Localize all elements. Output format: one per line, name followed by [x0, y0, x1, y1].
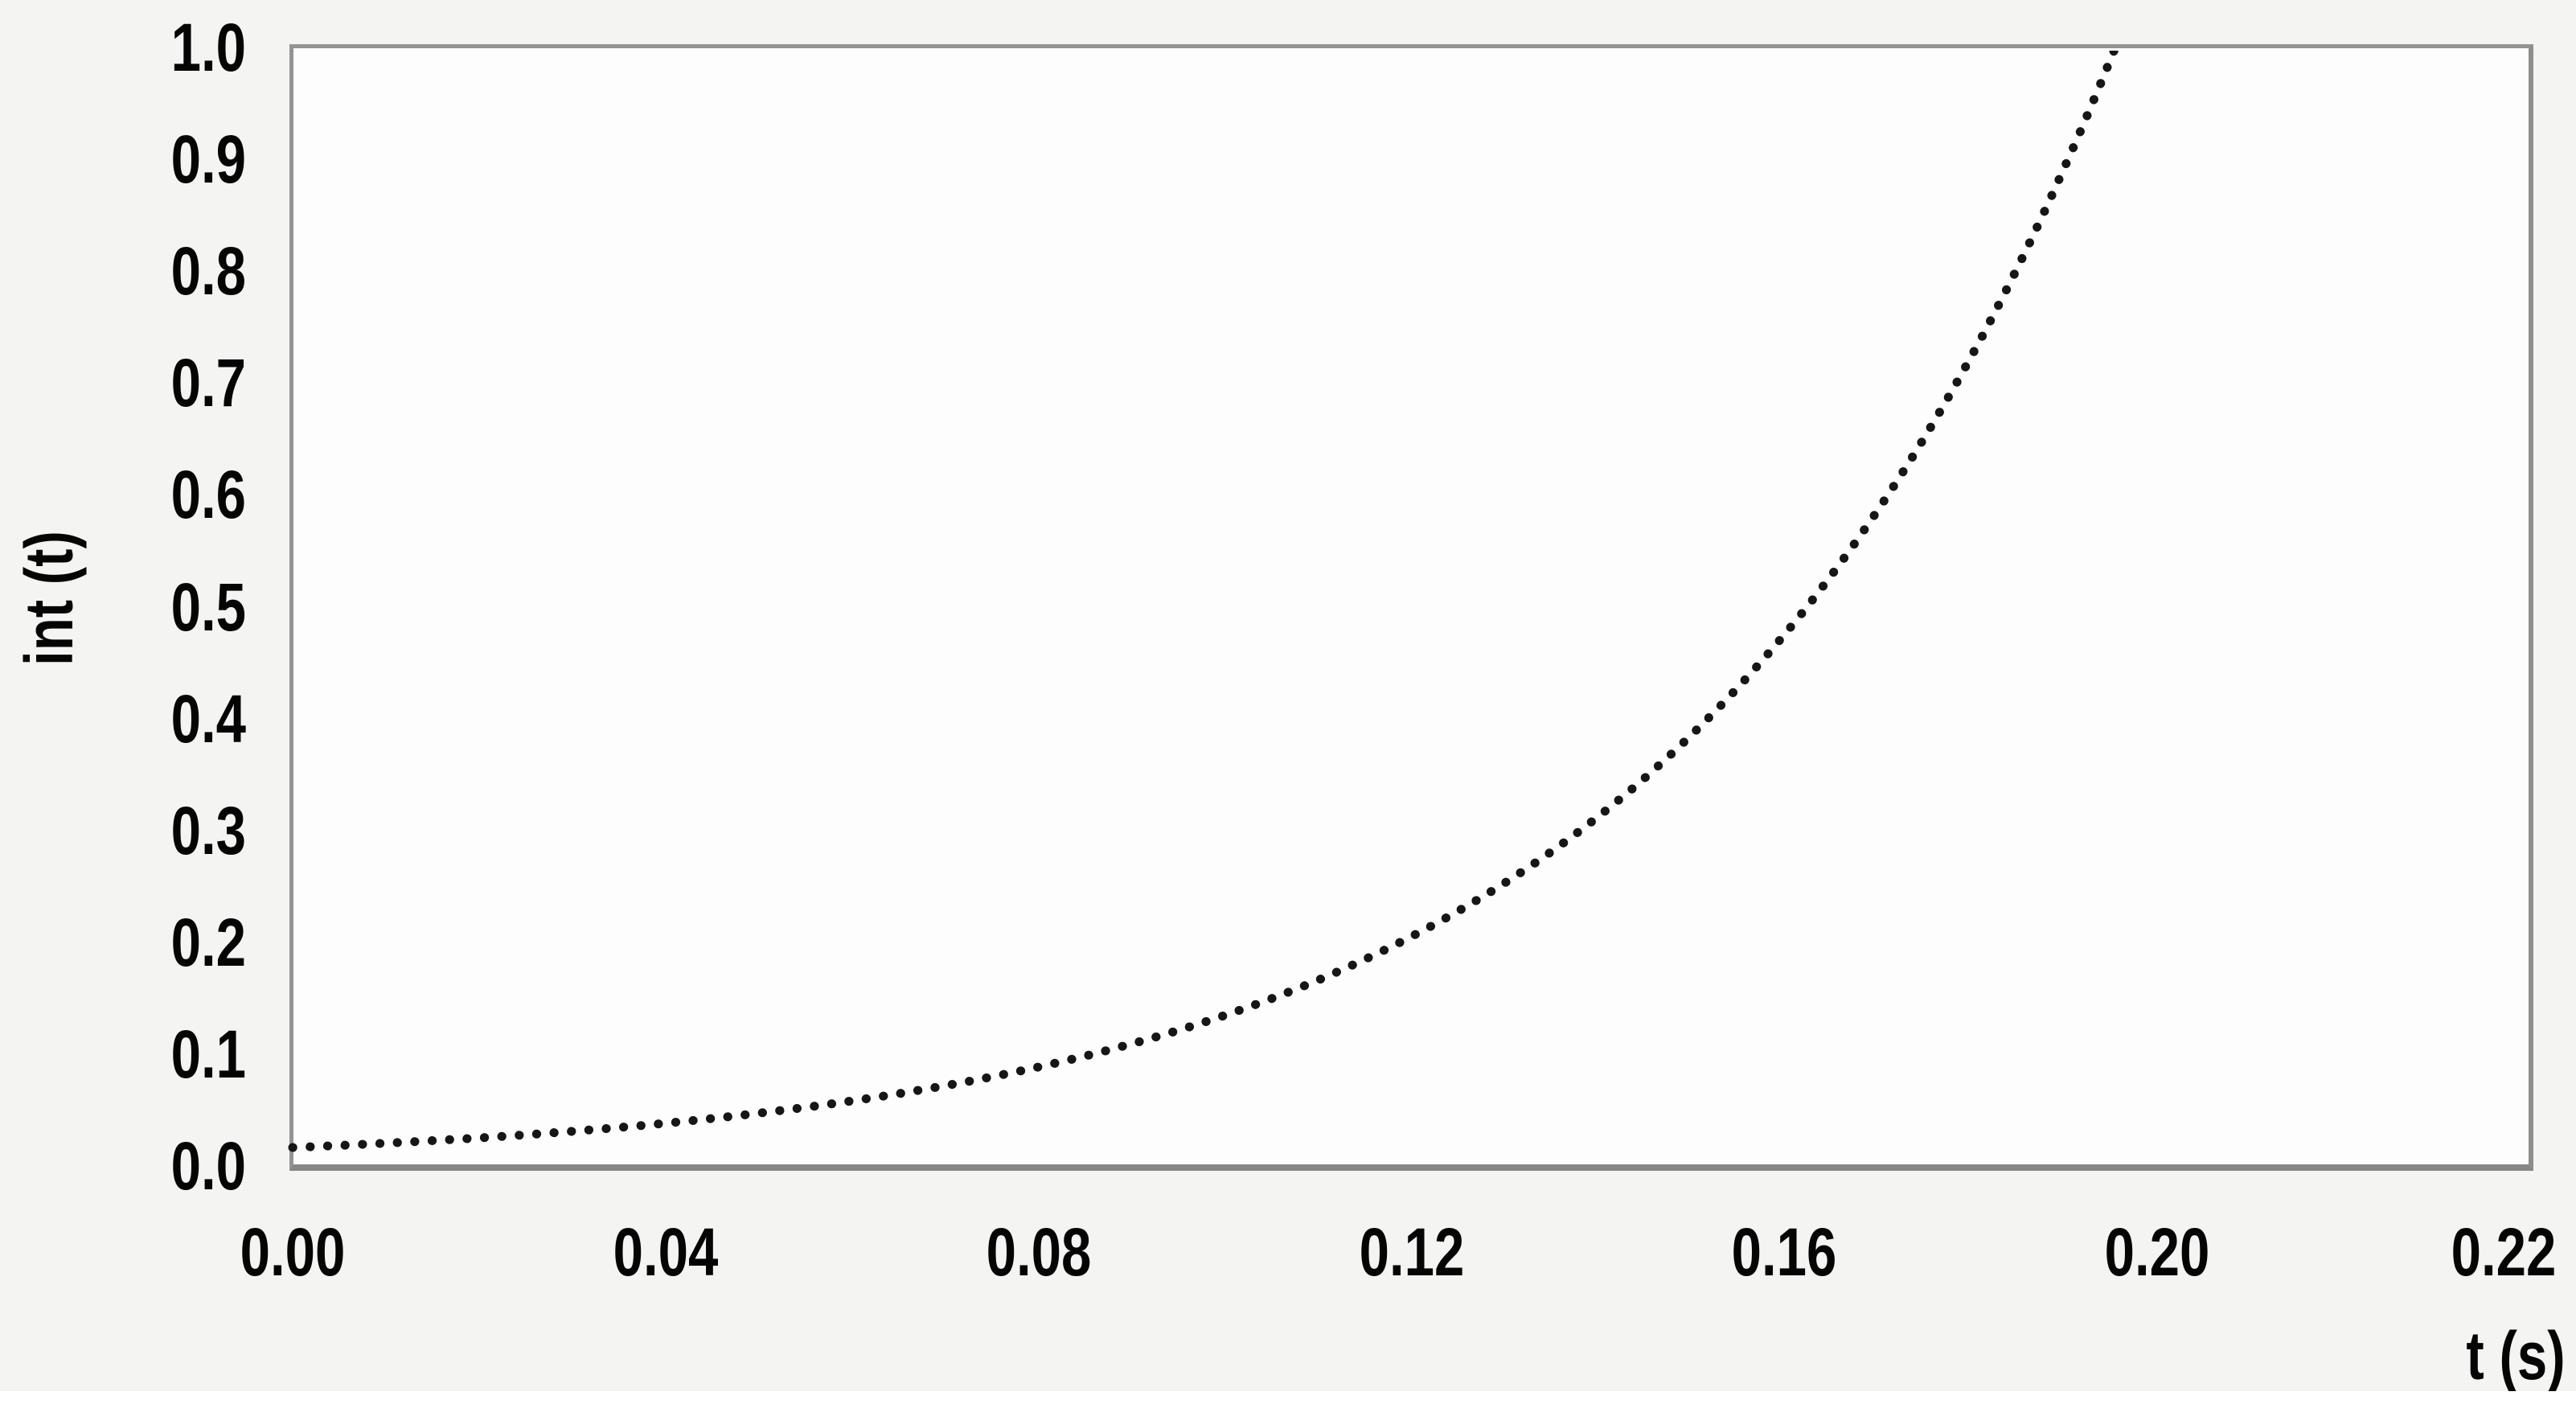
y-tick-label: 0.8 [170, 233, 246, 310]
y-tick-label: 0.0 [170, 1128, 246, 1204]
x-tick-label: 0.08 [986, 1214, 1092, 1290]
y-tick-label: 0.5 [170, 569, 246, 645]
plot-area [289, 44, 2533, 1171]
y-tick-label: 0.7 [170, 345, 246, 421]
y-tick-label: 0.9 [170, 121, 246, 198]
y-tick-label: 0.1 [170, 1016, 246, 1092]
page-bottom-margin [0, 1391, 2576, 1404]
x-tick-label: 0.20 [2104, 1214, 2210, 1290]
y-tick-label: 0.6 [170, 457, 246, 533]
x-tick-label: 0.16 [1731, 1214, 1837, 1290]
y-tick-label: 0.2 [170, 904, 246, 980]
y-axis-title: int (t) [11, 531, 87, 666]
x-tick-label: 0.12 [1359, 1214, 1465, 1290]
y-tick-label: 0.3 [170, 792, 246, 868]
x-tick-label: 0.00 [240, 1214, 346, 1290]
x-tick-label: 0.04 [613, 1214, 719, 1290]
x-axis-title: t (s) [2466, 1318, 2566, 1394]
x-tick-label: 0.22 [2451, 1214, 2557, 1290]
y-tick-label: 1.0 [170, 10, 246, 85]
y-tick-label: 0.4 [170, 680, 246, 757]
